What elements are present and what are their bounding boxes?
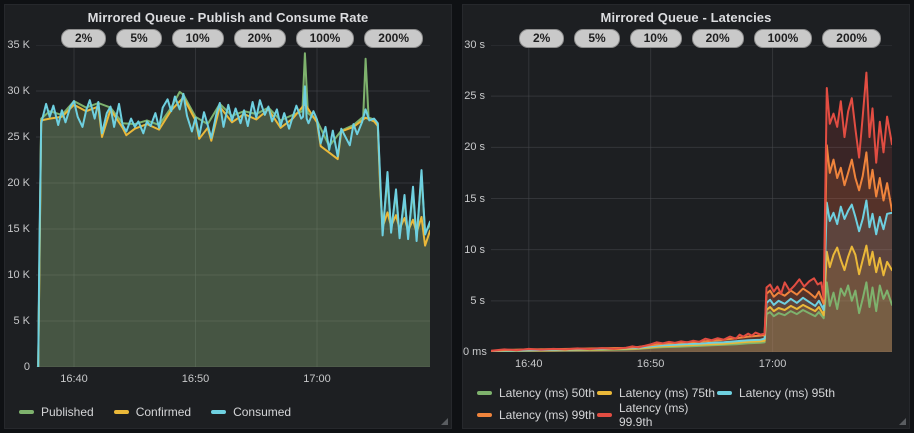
y-axis-label: 5 s: [470, 294, 485, 307]
series-fill-latency-ms-50th: [491, 282, 892, 352]
x-axis-label: 17:00: [758, 358, 787, 370]
legend-label: Confirmed: [135, 404, 192, 419]
y-axis-label: 0: [23, 361, 30, 373]
legend-label: Latency (ms) 99.9th: [619, 400, 689, 429]
series-fill-consumed: [38, 86, 430, 367]
legend-label: Published: [41, 404, 94, 419]
x-axis-label: 16:50: [636, 358, 665, 370]
y-axis-label: 5 K: [13, 315, 30, 327]
y-axis-label: 10 s: [464, 243, 485, 256]
series-line-consumed[interactable]: [37, 85, 430, 367]
panel-publish-consume-rate: Mirrored Queue - Publish and Consume Rat…: [4, 4, 452, 429]
legend-label: Latency (ms) 75th: [619, 385, 716, 400]
legend-label: Consumed: [233, 404, 292, 419]
y-axis-label: 15 s: [464, 192, 485, 205]
series-fill-latency-ms-99-9th: [491, 72, 892, 352]
legend: Published Confirmed Consumed: [19, 402, 291, 421]
legend-item-latency-ms-75th[interactable]: Latency (ms) 75th: [597, 383, 717, 402]
panel-title[interactable]: Mirrored Queue - Latencies: [600, 10, 772, 25]
annotation-badge-20[interactable]: 20%: [691, 29, 744, 48]
y-axis-label: 25 K: [7, 131, 30, 143]
legend-label: Latency (ms) 99th: [499, 407, 596, 422]
legend-swatch-icon: [717, 390, 732, 395]
annotation-badge-5[interactable]: 5%: [116, 29, 162, 48]
legend-item-latency-ms-50th[interactable]: Latency (ms) 50th: [477, 383, 597, 402]
y-axis-label: 0 ms: [463, 346, 487, 358]
series-fill-published: [38, 53, 430, 367]
legend-item-latency-ms-99-9th[interactable]: Latency (ms) 99.9th: [597, 401, 717, 429]
panel-title[interactable]: Mirrored Queue - Publish and Consume Rat…: [87, 10, 369, 25]
legend-label: Latency (ms) 95th: [739, 385, 836, 400]
panel-latencies: Mirrored Queue - Latencies 2% 5% 10% 20% 100…: [462, 4, 910, 429]
y-axis-label: 35 K: [7, 39, 30, 51]
x-axis-label: 16:50: [181, 373, 210, 385]
annotation-badge-10[interactable]: 10%: [171, 29, 224, 48]
annotation-badge-2[interactable]: 2%: [61, 29, 107, 48]
annotation-badges: 2% 5% 10% 20% 100% 200%: [519, 29, 881, 48]
resize-handle-icon[interactable]: [441, 418, 448, 425]
legend: Latency (ms) 50th Latency (ms) 75th Latenc…: [477, 383, 857, 429]
x-axis-label: 16:40: [515, 358, 543, 370]
legend-swatch-icon: [19, 409, 34, 414]
y-axis-label: 20 K: [7, 177, 30, 189]
y-axis-label: 15 K: [7, 223, 30, 235]
legend-swatch-icon: [113, 409, 129, 414]
legend-item-published[interactable]: Published: [19, 402, 94, 421]
x-axis-label: 17:00: [303, 373, 331, 385]
y-axis-label: 30 s: [464, 39, 485, 51]
x-axis-label: 16:40: [60, 373, 88, 385]
series-fill-latency-ms-95th: [491, 200, 892, 352]
legend-swatch-icon: [477, 390, 492, 395]
annotation-badges: 2% 5% 10% 20% 100% 200%: [61, 29, 423, 48]
legend-swatch-icon: [477, 412, 492, 417]
chart-canvas[interactable]: [491, 45, 892, 352]
series-fill-confirmed: [38, 97, 430, 367]
chart-canvas[interactable]: [36, 45, 430, 367]
annotation-badge-5[interactable]: 5%: [574, 29, 620, 48]
annotation-badge-2[interactable]: 2%: [519, 29, 565, 48]
legend-item-consumed[interactable]: Consumed: [211, 402, 291, 421]
legend-item-latency-ms-95th[interactable]: Latency (ms) 95th: [717, 383, 837, 402]
series-line-latency-ms-99-9th[interactable]: [491, 71, 892, 352]
y-axis-label: 30 K: [7, 85, 30, 97]
annotation-badge-100[interactable]: 100%: [295, 29, 355, 48]
annotation-badge-200[interactable]: 200%: [822, 29, 881, 48]
series-line-latency-ms-99th[interactable]: [491, 144, 892, 352]
legend-item-confirmed[interactable]: Confirmed: [113, 402, 192, 421]
series-line-latency-ms-75th[interactable]: [491, 244, 892, 352]
series-fill-latency-ms-75th: [491, 245, 892, 352]
annotation-badge-100[interactable]: 100%: [753, 29, 813, 48]
series-line-latency-ms-95th[interactable]: [491, 199, 892, 352]
annotation-badge-200[interactable]: 200%: [364, 29, 423, 48]
legend-label: Latency (ms) 50th: [499, 385, 596, 400]
legend-swatch-icon: [597, 390, 612, 395]
y-axis-label: 20 s: [464, 141, 485, 154]
legend-swatch-icon: [211, 409, 227, 414]
y-axis-label: 25 s: [464, 90, 485, 103]
resize-handle-icon[interactable]: [899, 418, 906, 425]
annotation-badge-10[interactable]: 10%: [629, 29, 682, 48]
legend-item-latency-ms-99th[interactable]: Latency (ms) 99th: [477, 405, 597, 424]
y-axis-label: 10 K: [7, 269, 30, 281]
legend-swatch-icon: [597, 412, 612, 417]
annotation-badge-20[interactable]: 20%: [233, 29, 286, 48]
